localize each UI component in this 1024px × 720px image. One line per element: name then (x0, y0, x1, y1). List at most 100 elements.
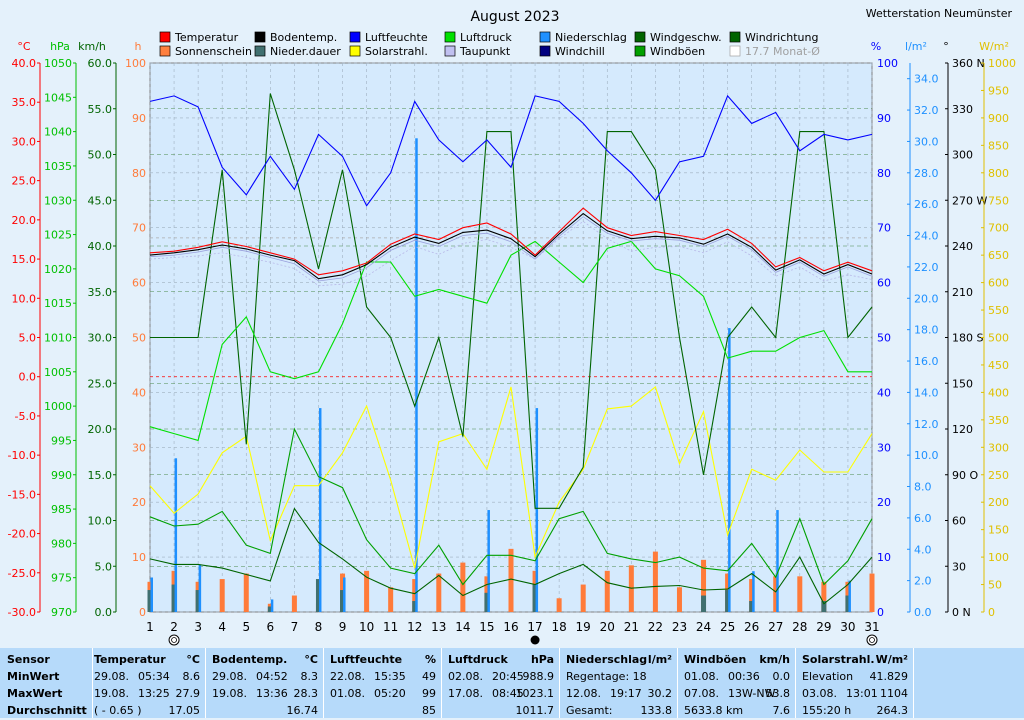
bar-sonnenschein (388, 587, 394, 612)
axis-tick-pressure_hpa: 1030 (44, 194, 72, 207)
axis-tick-direction_deg: 210 (952, 286, 973, 299)
stats-cell-row: 01.08. 05:20 99 (330, 686, 436, 703)
axis-tick-wind_kmh: 10.0 (88, 515, 113, 528)
line-temperatur (149, 207, 873, 276)
legend-label: Niederschlag (555, 31, 627, 44)
stats-header: Solarstrahl. W/m² (802, 652, 908, 669)
x-tick-label: 28 (792, 620, 807, 634)
x-tick-label: 1 (146, 620, 154, 634)
axis-tick-pressure_hpa: 985 (51, 503, 72, 516)
line-windben (149, 427, 873, 586)
bar-niederdauer (821, 601, 827, 612)
line-taupunkt (149, 220, 873, 287)
axis-tick-pressure_hpa: 1015 (44, 297, 72, 310)
stats-header: Windböen km/h (684, 652, 790, 669)
axis-tick-direction_deg: 330 (952, 103, 973, 116)
x-tick-label: 2 (170, 620, 178, 634)
stats-cell-row: Gesamt: 133.8 (566, 703, 672, 720)
axis-tick-direction_deg: 120 (952, 423, 973, 436)
stats-column: Luftdruck hPa 02.08. 20:45 988.9 17.08. 08:45 1… (448, 652, 554, 720)
stats-separator (795, 648, 796, 718)
stats-cell: 17.08. (448, 687, 483, 700)
axis-tick-temp_c: 15.0 (12, 253, 37, 266)
stats-column: Solarstrahl. W/m² Elevation 41.829 03.08. 13:… (802, 652, 908, 720)
bar-sonnenschein (291, 595, 297, 612)
axes: °C 40.0 35.0 30.0 25.0 20.0 15.0 10.0 5.0 0.0 -5.0… (8, 40, 1016, 619)
axis-tick-humidity_pct: 40 (877, 386, 891, 399)
stats-cell: 49 (422, 670, 436, 683)
bar-niederdauer (195, 590, 201, 612)
axis-tick-humidity_pct: 100 (877, 57, 898, 70)
bar-sonnenschein (604, 570, 610, 612)
full-moon-icon-inner (869, 637, 875, 643)
stats-cell-row: 12.08. 19:17 30.2 (566, 686, 672, 703)
bar-sonnenschein (556, 598, 562, 612)
axis-tick-solar_wm2: 800 (988, 167, 1009, 180)
bar-niederschlag (174, 458, 178, 612)
axis-tick-direction_deg: 180 S (952, 332, 983, 345)
stats-separator (559, 648, 560, 718)
axis-unit-humidity_pct: % (871, 40, 881, 53)
stats-header-unit: l/m² (647, 653, 672, 666)
stats-cell-row: 16.74 (212, 703, 319, 720)
axis-tick-temp_c: -30.0 (8, 606, 36, 619)
legend-label: Windgeschw. (650, 31, 722, 44)
bar-niederschlag (198, 564, 202, 612)
x-tick-label: 24 (696, 620, 711, 634)
x-tick-label: 29 (816, 620, 831, 634)
stats-header-unit: km/h (759, 653, 790, 666)
stats-cell: 20:45 (492, 670, 524, 683)
stats-header-unit: °C (304, 653, 318, 666)
legend-swatch (159, 45, 171, 57)
stats-cell: 13:01 (846, 687, 878, 700)
axis-tick-temp_c: -25.0 (8, 567, 36, 580)
stats-header: Temperatur °C (94, 652, 200, 669)
stats-cell: 15:35 (374, 670, 406, 683)
axis-tick-wind_kmh: 5.0 (95, 560, 113, 573)
stats-cell: 00:36 (728, 670, 760, 683)
bar-niederdauer (315, 579, 321, 612)
stats-cell: 30.2 (647, 687, 673, 700)
bar-niederschlag (728, 328, 731, 612)
axis-tick-direction_deg: 360 N (952, 57, 985, 70)
statistics-table: Sensor MinWert MaxWert Durchschnitt Temperat… (0, 648, 1024, 718)
legend-label: Windchill (555, 45, 605, 58)
stats-cell: 04:52 (256, 670, 288, 683)
stats-row-label: Durchschnitt (7, 704, 87, 717)
axis-tick-rain_lm2: 32.0 (914, 104, 939, 117)
x-tick-label: 8 (315, 620, 323, 634)
x-tick-label: 9 (339, 620, 347, 634)
stats-cell: 27.9 (175, 687, 201, 700)
axis-tick-sun_h: 30 (132, 441, 146, 454)
stats-cell-row: Elevation 41.829 (802, 669, 908, 686)
x-tick-label: 10 (359, 620, 374, 634)
bar-sonnenschein (797, 576, 803, 612)
x-tick-label: 27 (768, 620, 783, 634)
stats-cell: 07.08. (684, 687, 719, 700)
stats-header: Luftdruck hPa (448, 652, 554, 669)
x-tick-label: 17 (527, 620, 542, 634)
stats-cell: 01.08. (684, 670, 719, 683)
axis-tick-temp_c: -20.0 (8, 528, 36, 541)
axis-tick-wind_kmh: 25.0 (88, 377, 113, 390)
stats-cell: Gesamt: (566, 704, 613, 717)
stats-header-unit: °C (186, 653, 200, 666)
stats-cell-row: ( - 0.65 ) 17.05 (94, 703, 200, 720)
x-tick-label: 31 (864, 620, 879, 634)
line-luftfeuchte (149, 94, 873, 207)
weather-chart: August 2023 Wetterstation Neumünster Tem… (7, 7, 1016, 646)
axis-tick-direction_deg: 240 (952, 240, 973, 253)
stats-cell: 16.74 (286, 704, 319, 717)
stats-cell: 02.08. (448, 670, 483, 683)
stats-cell-row: 07.08. 13W-NW 53.8 (684, 686, 790, 703)
axis-tick-humidity_pct: 30 (877, 441, 891, 454)
axis-tick-solar_wm2: 550 (988, 304, 1009, 317)
stats-cell: Regentage: 18 (566, 670, 647, 683)
stats-separator (92, 648, 93, 718)
bar-sonnenschein (460, 562, 466, 612)
axis-tick-humidity_pct: 10 (877, 551, 891, 564)
stats-cell: 17.05 (168, 704, 201, 717)
axis-tick-humidity_pct: 80 (877, 167, 891, 180)
stats-separator (677, 648, 678, 718)
axis-tick-rain_lm2: 0.0 (914, 606, 932, 619)
